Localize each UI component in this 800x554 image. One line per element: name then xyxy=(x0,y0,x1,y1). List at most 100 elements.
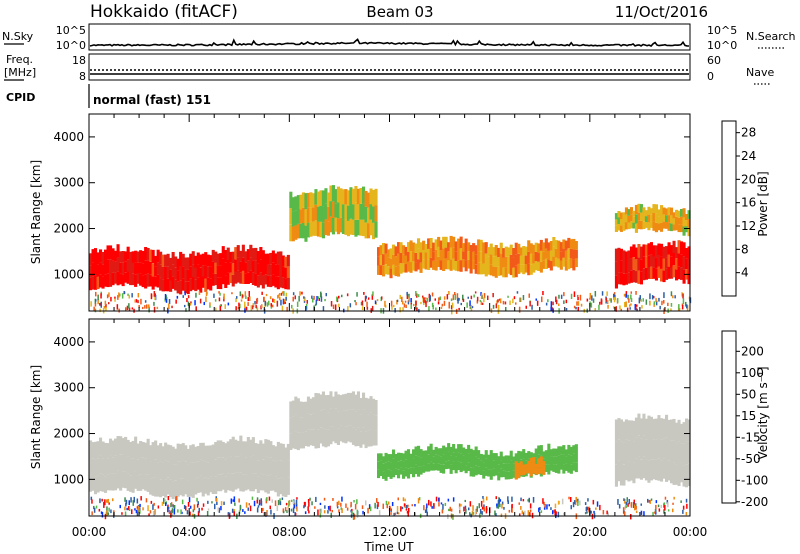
scatter-mark xyxy=(213,293,215,298)
scatter-mark xyxy=(340,507,342,510)
scatter-mark xyxy=(223,501,225,505)
scatter-mark xyxy=(577,294,579,297)
scatter-mark xyxy=(304,501,306,507)
scatter-mark xyxy=(584,502,587,506)
scatter-mark xyxy=(319,508,322,512)
scatter-mark xyxy=(294,295,296,300)
scatter-mark xyxy=(168,506,170,509)
scatter-mark xyxy=(682,298,685,305)
scatter-mark xyxy=(478,503,480,509)
echo-region xyxy=(289,185,378,242)
scatter-mark xyxy=(470,305,473,311)
scatter-mark xyxy=(449,506,451,512)
scatter-mark xyxy=(279,498,281,505)
scatter-mark xyxy=(105,307,107,312)
scatter-mark xyxy=(316,296,318,301)
scatter-mark xyxy=(615,306,617,312)
scatter-mark xyxy=(184,291,186,296)
scatter-mark xyxy=(319,502,322,506)
scatter-mark xyxy=(126,305,129,311)
scatter-mark xyxy=(320,508,322,514)
scatter-mark xyxy=(416,293,418,298)
scatter-mark xyxy=(416,307,418,312)
scatter-mark xyxy=(590,510,592,514)
scatter-mark xyxy=(176,496,178,501)
scatter-mark xyxy=(664,505,666,511)
scatter-mark xyxy=(313,295,315,300)
y-tick-label: 1000 xyxy=(53,472,84,486)
scatter-mark xyxy=(235,297,237,303)
colorbar-tick-label: 50 xyxy=(741,387,756,401)
scatter-mark xyxy=(153,291,156,297)
scatter-mark xyxy=(393,512,395,516)
nsky-tick-top: 10^5 xyxy=(56,24,86,37)
scatter-mark xyxy=(256,497,259,500)
scatter-mark xyxy=(140,298,142,305)
scatter-mark xyxy=(240,299,243,302)
scatter-mark xyxy=(653,301,656,305)
scatter-mark xyxy=(372,291,374,296)
scatter-mark xyxy=(411,504,413,507)
scatter-mark xyxy=(377,501,379,507)
scatter-mark xyxy=(247,297,249,302)
scatter-mark xyxy=(363,292,365,295)
scatter-mark xyxy=(271,304,274,308)
scatter-mark xyxy=(505,307,507,311)
scatter-mark xyxy=(186,298,188,303)
scatter-mark xyxy=(341,508,343,514)
scatter-mark xyxy=(366,301,368,308)
scatter-mark xyxy=(423,505,425,511)
scatter-mark xyxy=(663,503,665,508)
scatter-mark xyxy=(93,306,95,311)
scatter-mark xyxy=(238,498,240,503)
power-data-layer xyxy=(89,185,692,315)
scatter-mark xyxy=(550,301,553,307)
scatter-mark xyxy=(318,297,320,301)
scatter-mark xyxy=(99,498,101,504)
scatter-mark xyxy=(408,507,410,513)
scatter-mark xyxy=(320,291,322,297)
scatter-mark xyxy=(459,506,461,510)
power-ylabel: Slant Range [km] xyxy=(29,160,43,264)
scatter-mark xyxy=(101,498,103,502)
scatter-mark xyxy=(589,297,591,300)
scatter-mark xyxy=(131,509,133,515)
scatter-mark xyxy=(423,302,425,306)
scatter-mark xyxy=(148,513,150,516)
scatter-mark xyxy=(592,298,595,303)
scatter-mark xyxy=(393,304,395,308)
colorbar-frame xyxy=(721,120,737,297)
scatter-mark xyxy=(406,293,409,300)
scatter-mark xyxy=(626,307,629,312)
scatter-mark xyxy=(227,512,230,516)
scatter-mark xyxy=(128,307,131,312)
scatter-mark xyxy=(152,511,155,517)
power-colorbar-label: Power [dB] xyxy=(756,171,770,236)
scatter-mark xyxy=(487,295,489,301)
scatter-mark xyxy=(625,293,627,298)
scatter-mark xyxy=(336,501,339,507)
x-tick-label: 08:00 xyxy=(272,525,307,539)
scatter-mark xyxy=(362,510,364,515)
scatter-mark xyxy=(404,300,407,303)
scatter-mark xyxy=(285,296,287,301)
scatter-mark xyxy=(632,502,635,508)
scatter-mark xyxy=(269,505,271,510)
scatter-mark xyxy=(432,305,434,310)
scatter-mark xyxy=(250,305,253,311)
scatter-mark xyxy=(652,511,654,516)
scatter-mark xyxy=(309,497,311,501)
scatter-mark xyxy=(323,510,326,514)
scatter-mark xyxy=(345,503,347,508)
scatter-mark xyxy=(182,295,184,298)
scatter-mark xyxy=(247,302,249,306)
scatter-mark xyxy=(248,503,250,506)
scatter-mark xyxy=(118,292,120,298)
scatter-mark xyxy=(651,295,654,300)
scatter-mark xyxy=(630,291,632,294)
scatter-mark xyxy=(187,295,190,299)
scatter-mark xyxy=(163,497,165,504)
scatter-mark xyxy=(206,511,209,517)
scatter-mark xyxy=(98,508,101,512)
